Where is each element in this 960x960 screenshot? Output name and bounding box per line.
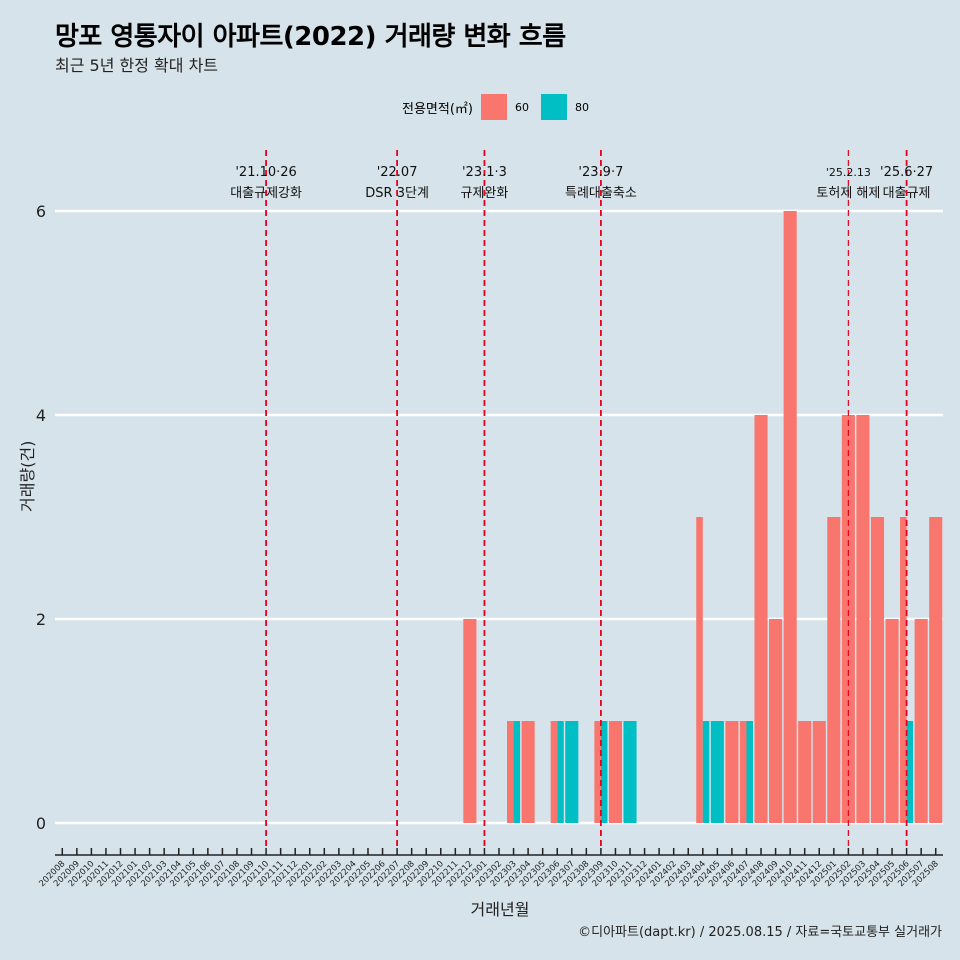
bar-60-202406 [725, 721, 739, 823]
x-axis-label: 거래년월 [470, 900, 530, 919]
bar-60-202501 [827, 517, 841, 823]
bar-60-202212 [463, 619, 477, 823]
event-date: '21.10·26 [235, 165, 296, 180]
y-axis-label: 거래량(건) [18, 440, 37, 512]
bar-80-202303 [513, 721, 521, 823]
bar-80-202506 [906, 721, 914, 823]
chart-title: 망포 영통자이 아파트(2022) 거래량 변화 흐름 [55, 22, 566, 52]
bar-80-202311 [623, 721, 637, 823]
legend-title: 전용면적(㎡) [402, 101, 473, 117]
bar-80-202405 [710, 721, 724, 823]
bar-60-202507 [914, 619, 928, 823]
event-label: 토허제 해제 [816, 186, 880, 201]
bar-60-202410 [783, 211, 797, 823]
bar-80-202407 [746, 721, 754, 823]
bar-80-202307 [565, 721, 579, 823]
bar-60-202409 [769, 619, 783, 823]
bar-60-202505 [885, 619, 899, 823]
bar-60-202408 [754, 415, 768, 823]
source-caption: ©디아파트(dapt.kr) / 2025.08.15 / 자료=국토교통부 실… [578, 925, 942, 940]
legend-swatch-80 [540, 94, 567, 120]
legend-label-80: 80 [574, 100, 589, 114]
chart-subtitle: 최근 5년 한정 확대 차트 [55, 56, 219, 75]
event-label: DSR 3단계 [365, 186, 429, 201]
bar-80-202404 [702, 721, 710, 823]
event-date: '25.2.13 [826, 166, 871, 179]
event-label: 규제완화 [461, 186, 509, 201]
event-label: 대출규제강화 [230, 186, 302, 201]
event-date: '23.1·3 [462, 165, 507, 180]
bar-60-202309 [594, 721, 601, 823]
bar-60-202411 [798, 721, 812, 823]
legend-swatch-60 [480, 94, 507, 120]
legend: 전용면적(㎡) 60 80 [402, 92, 601, 122]
event-date: '25.6·27 [880, 165, 933, 180]
bar-60-202502 [841, 415, 855, 823]
y-axis: 0 2 4 6 [36, 202, 46, 833]
bar-60-202506 [900, 517, 907, 823]
x-axis: 2020082020092020102020112020122021012021… [37, 848, 943, 889]
bar-60-202310 [608, 721, 623, 823]
bar-60-202503 [856, 415, 870, 823]
y-tick-label: 0 [36, 814, 46, 833]
bar-80-202309 [600, 721, 608, 823]
event-label: 특례대출축소 [565, 186, 637, 201]
event-date: '22.07 [377, 165, 418, 180]
bar-60-202303 [507, 721, 514, 823]
bar-60-202407 [739, 721, 747, 823]
bar-60-202304 [521, 721, 535, 823]
bars [463, 211, 943, 823]
bar-80-202306 [557, 721, 564, 823]
bar-60-202412 [812, 721, 826, 823]
y-tick-label: 4 [36, 406, 46, 425]
legend-label-60: 60 [514, 100, 529, 114]
y-tick-label: 2 [36, 610, 46, 629]
bar-60-202508 [929, 517, 943, 823]
event-date: '23.9·7 [578, 165, 623, 180]
bar-60-202504 [870, 517, 885, 823]
event-label: 대출규제 [883, 186, 931, 201]
bar-60-202404 [696, 517, 703, 823]
event-lines: '21.10·26 대출규제강화 '22.07 DSR 3단계 '23.1·3 규제완화 '… [230, 150, 933, 850]
bar-60-202306 [550, 721, 558, 823]
y-tick-label: 6 [36, 202, 46, 221]
